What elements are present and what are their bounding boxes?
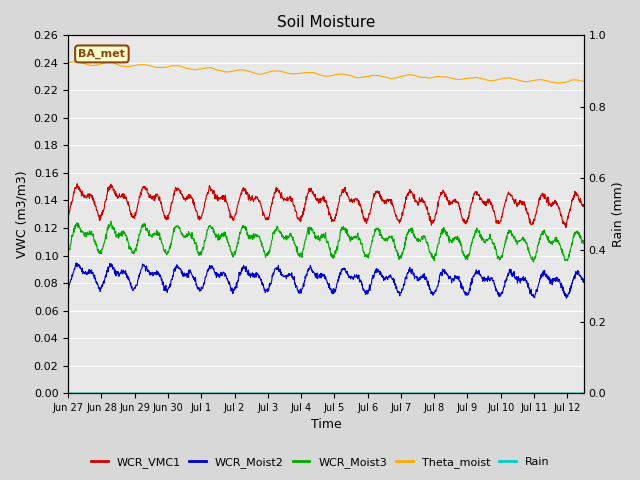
Theta_moist [580,79,588,84]
WCR_Moist3 [294,252,302,257]
WCR_Moist3 [107,218,115,224]
Line: WCR_Moist2: WCR_Moist2 [68,263,584,298]
Theta_moist [104,60,112,65]
WCR_VMC1 [104,188,112,194]
WCR_Moist3 [580,239,588,245]
WCR_VMC1 [294,216,302,221]
WCR_Moist3 [64,246,72,252]
Theta_moist [303,70,311,75]
Line: WCR_VMC1: WCR_VMC1 [68,184,584,228]
X-axis label: Time: Time [310,419,341,432]
WCR_Moist2 [125,277,133,283]
WCR_Moist3 [284,233,291,239]
WCR_Moist3 [358,240,366,246]
Rain [104,390,112,396]
WCR_VMC1 [580,203,588,208]
Theta_moist [64,60,72,66]
WCR_Moist3 [104,225,112,230]
WCR_Moist2 [104,269,112,275]
WCR_VMC1 [284,194,291,200]
WCR_VMC1 [73,181,81,187]
WCR_VMC1 [358,207,366,213]
Rain [303,390,311,396]
Theta_moist [72,59,80,64]
Rain [64,390,72,396]
Rain [580,390,588,396]
WCR_VMC1 [562,225,570,230]
WCR_Moist3 [530,259,538,265]
WCR_Moist2 [294,288,302,294]
Theta_moist [125,63,133,69]
WCR_Moist2 [303,270,311,276]
WCR_Moist2 [64,286,72,291]
Y-axis label: Rain (mm): Rain (mm) [612,181,625,247]
WCR_Moist2 [72,260,80,265]
WCR_Moist2 [358,282,366,288]
WCR_Moist2 [563,295,570,301]
WCR_Moist3 [125,243,133,249]
Rain [283,390,291,396]
Y-axis label: VWC (m3/m3): VWC (m3/m3) [15,170,28,258]
WCR_Moist2 [580,279,588,285]
Rain [125,390,133,396]
Theta_moist [294,71,302,76]
WCR_VMC1 [125,204,133,210]
Legend: WCR_VMC1, WCR_Moist2, WCR_Moist3, Theta_moist, Rain: WCR_VMC1, WCR_Moist2, WCR_Moist3, Theta_… [86,452,554,472]
Rain [294,390,301,396]
Title: Soil Moisture: Soil Moisture [277,15,375,30]
Text: BA_met: BA_met [79,49,125,59]
WCR_VMC1 [64,211,72,217]
Theta_moist [556,80,563,86]
Theta_moist [358,74,366,80]
Theta_moist [284,71,291,76]
Line: Theta_moist: Theta_moist [68,61,584,83]
WCR_VMC1 [303,193,311,199]
Line: WCR_Moist3: WCR_Moist3 [68,221,584,262]
Rain [358,390,365,396]
WCR_Moist3 [303,229,311,235]
WCR_Moist2 [284,272,291,278]
